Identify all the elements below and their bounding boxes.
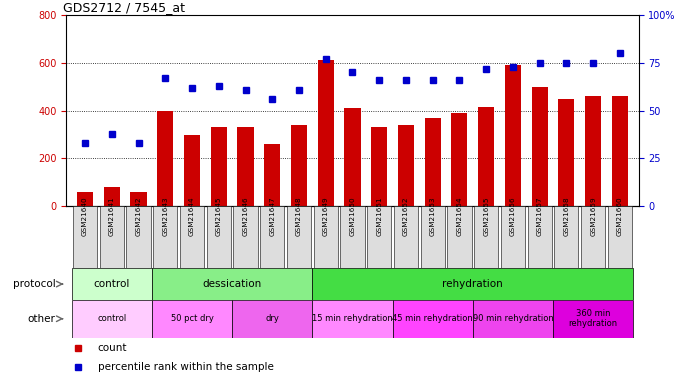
Text: count: count [98,343,127,353]
Text: GSM21659: GSM21659 [591,196,596,236]
Bar [581,206,605,268]
Bar [608,206,632,268]
Bar [100,206,124,268]
Text: GSM21660: GSM21660 [617,196,623,236]
Bar [612,96,628,206]
Text: control: control [94,279,130,289]
Bar [152,300,232,338]
Bar [152,268,313,300]
Bar [392,300,473,338]
Bar [313,268,633,300]
Text: 45 min rehydration: 45 min rehydration [392,314,473,323]
Bar [452,113,468,206]
Text: GSM21647: GSM21647 [269,196,275,236]
Bar [211,128,227,206]
Bar [237,128,253,206]
Bar [501,206,525,268]
Bar [291,125,307,206]
Bar [528,206,551,268]
Bar [72,300,152,338]
Text: GSM21658: GSM21658 [563,196,570,236]
Bar [265,144,281,206]
Bar [553,300,633,338]
Text: 50 pct dry: 50 pct dry [170,314,214,323]
Text: GSM21642: GSM21642 [135,196,142,236]
Text: GSM21657: GSM21657 [537,196,543,236]
Text: GSM21656: GSM21656 [510,196,516,236]
Text: GSM21640: GSM21640 [82,196,88,236]
Bar [207,206,231,268]
Text: dry: dry [265,314,279,323]
Text: control: control [97,314,126,323]
Bar [232,300,313,338]
Bar [367,206,392,268]
Bar [473,300,553,338]
Bar [532,87,548,206]
Bar [313,300,392,338]
Text: GSM21643: GSM21643 [162,196,168,236]
Text: GSM21650: GSM21650 [350,196,355,236]
Bar [505,65,521,206]
Bar [131,192,147,206]
Text: other: other [28,314,56,324]
Text: 90 min rehydration: 90 min rehydration [473,314,554,323]
Bar [126,206,151,268]
Bar [474,206,498,268]
Bar [287,206,311,268]
Text: GSM21655: GSM21655 [483,196,489,236]
Bar [184,135,200,206]
Bar [73,206,97,268]
Bar [345,108,360,206]
Bar [72,268,152,300]
Text: dessication: dessication [202,279,262,289]
Bar [104,187,120,206]
Bar [318,60,334,206]
Bar [157,111,173,206]
Text: GSM21645: GSM21645 [216,196,222,236]
Text: 360 min
rehydration: 360 min rehydration [569,309,618,328]
Bar [341,206,364,268]
Text: protocol: protocol [13,279,56,289]
Bar [260,206,284,268]
Text: GSM21641: GSM21641 [109,196,114,236]
Bar [558,99,574,206]
Text: GSM21652: GSM21652 [403,196,409,236]
Text: percentile rank within the sample: percentile rank within the sample [98,362,274,372]
Bar [554,206,579,268]
Bar [447,206,472,268]
Bar [394,206,418,268]
Text: GSM21649: GSM21649 [322,196,329,236]
Bar [154,206,177,268]
Text: GDS2712 / 7545_at: GDS2712 / 7545_at [64,1,186,14]
Bar [313,206,338,268]
Bar [421,206,445,268]
Text: GSM21646: GSM21646 [242,196,248,236]
Text: GSM21644: GSM21644 [189,196,195,236]
Bar [77,192,93,206]
Text: GSM21653: GSM21653 [430,196,436,236]
Text: rehydration: rehydration [443,279,503,289]
Bar [398,125,414,206]
Text: GSM21651: GSM21651 [376,196,383,236]
Bar [233,206,258,268]
Bar [478,107,494,206]
Bar [424,118,440,206]
Text: GSM21654: GSM21654 [456,196,463,236]
Text: GSM21648: GSM21648 [296,196,302,236]
Bar [585,96,601,206]
Bar [180,206,204,268]
Bar [371,128,387,206]
Text: 15 min rehydration: 15 min rehydration [312,314,393,323]
